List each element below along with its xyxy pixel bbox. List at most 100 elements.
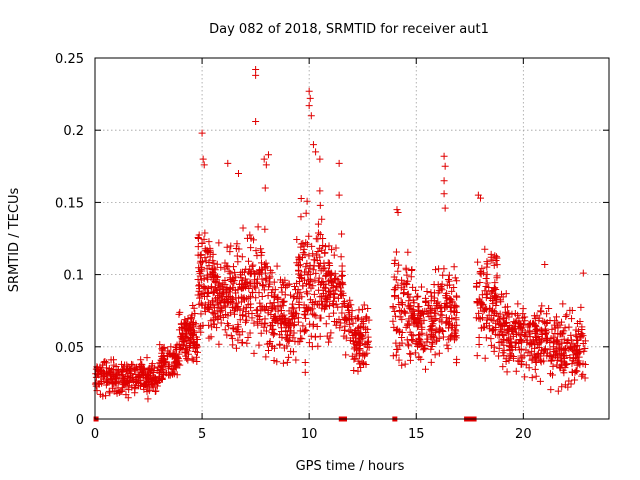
data-point <box>223 331 231 339</box>
data-point <box>423 331 431 339</box>
data-point <box>541 260 549 268</box>
data-point <box>129 361 137 369</box>
data-point <box>481 287 489 295</box>
data-point <box>538 302 546 310</box>
data-point <box>268 289 276 297</box>
data-point <box>452 292 460 300</box>
data-point <box>452 314 460 322</box>
data-point <box>325 242 333 250</box>
data-point <box>482 334 490 342</box>
data-point <box>194 243 202 251</box>
data-point <box>149 373 157 381</box>
data-point <box>395 301 403 309</box>
data-point <box>575 345 583 353</box>
data-point <box>138 361 146 369</box>
data-point <box>268 269 276 277</box>
data-point <box>252 284 260 292</box>
data-point <box>223 262 231 270</box>
data-point <box>184 350 192 358</box>
data-point <box>191 348 199 356</box>
data-point <box>290 322 298 330</box>
data-point <box>401 280 409 288</box>
data-point <box>394 209 402 217</box>
plot-frame <box>94 57 610 420</box>
data-point <box>226 274 234 282</box>
data-point <box>321 284 329 292</box>
data-point <box>413 293 421 301</box>
data-point <box>315 274 323 282</box>
data-point <box>515 346 523 354</box>
data-point <box>264 292 272 300</box>
data-point <box>401 360 409 368</box>
data-point <box>264 151 272 159</box>
data-point <box>103 371 111 379</box>
data-point <box>259 281 267 289</box>
data-point <box>248 289 256 297</box>
data-point <box>262 327 270 335</box>
data-point <box>567 336 575 344</box>
data-point <box>409 337 417 345</box>
data-point <box>303 306 311 314</box>
data-points <box>91 66 589 422</box>
data-point <box>243 316 251 324</box>
data-point <box>307 284 315 292</box>
data-point <box>250 319 258 327</box>
data-point <box>549 362 557 370</box>
data-point <box>205 238 213 246</box>
data-point <box>232 299 240 307</box>
data-point <box>212 314 220 322</box>
data-point <box>412 338 420 346</box>
data-point <box>337 253 345 261</box>
x-tick-label: 5 <box>198 427 206 442</box>
data-point <box>364 333 372 341</box>
data-point <box>532 353 540 361</box>
data-point <box>438 286 446 294</box>
data-point <box>344 301 352 309</box>
data-point <box>290 308 298 316</box>
data-point <box>412 286 420 294</box>
data-point <box>390 259 398 267</box>
data-point <box>221 326 229 334</box>
data-point <box>502 357 510 365</box>
data-point <box>453 277 461 285</box>
data-point <box>95 368 103 376</box>
data-point <box>452 302 460 310</box>
data-point <box>176 361 184 369</box>
data-point <box>505 356 513 364</box>
data-point <box>314 229 322 237</box>
data-point <box>404 320 412 328</box>
data-point <box>447 296 455 304</box>
data-point <box>478 291 486 299</box>
data-point <box>556 330 564 338</box>
data-point <box>554 387 562 395</box>
data-point <box>392 339 400 347</box>
data-point <box>345 327 353 335</box>
data-point <box>417 320 425 328</box>
data-point <box>305 87 313 95</box>
data-point <box>309 310 317 318</box>
data-point <box>322 272 330 280</box>
data-point <box>122 391 130 399</box>
data-point <box>234 170 242 178</box>
data-point <box>181 349 189 357</box>
data-point <box>229 324 237 332</box>
data-point <box>575 359 583 367</box>
data-point <box>258 292 266 300</box>
data-point <box>324 259 332 267</box>
data-point <box>496 326 504 334</box>
data-point <box>279 298 287 306</box>
data-point <box>453 321 461 329</box>
data-point <box>338 267 346 275</box>
data-point <box>215 286 223 294</box>
data-point <box>234 336 242 344</box>
y-tick-label: 0.05 <box>55 341 84 356</box>
data-point <box>322 320 330 328</box>
data-point <box>198 129 206 137</box>
data-point <box>542 319 550 327</box>
data-point <box>407 350 415 358</box>
data-point <box>433 337 441 345</box>
data-point <box>238 339 246 347</box>
data-point <box>519 326 527 334</box>
x-tick-label: 15 <box>408 427 425 442</box>
